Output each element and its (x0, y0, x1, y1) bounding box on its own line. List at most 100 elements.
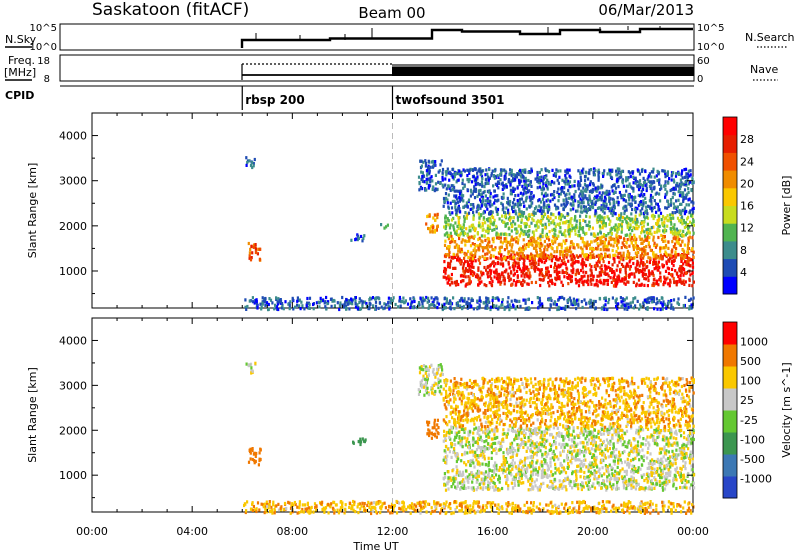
data-cell (617, 302, 620, 306)
data-cell (378, 301, 381, 305)
data-cell (469, 459, 472, 463)
data-cell (459, 224, 462, 228)
data-cell (688, 180, 692, 184)
data-cell (426, 300, 429, 304)
data-cell (444, 183, 447, 187)
data-cell (582, 270, 585, 274)
data-cell (257, 247, 260, 251)
data-cell (449, 262, 452, 266)
data-cell (378, 297, 381, 301)
data-cell (679, 193, 682, 198)
data-cell (421, 296, 425, 300)
data-cell (601, 171, 604, 176)
data-cell (564, 262, 567, 266)
data-cell (625, 176, 628, 180)
data-cell (497, 272, 500, 276)
data-cell (495, 268, 498, 272)
data-cell (595, 278, 598, 283)
data-cell (604, 222, 607, 226)
data-cell (541, 197, 545, 201)
data-cell (657, 214, 660, 218)
data-cell (587, 223, 590, 228)
data-cell (481, 195, 485, 199)
data-cell (506, 300, 509, 304)
data-cell (428, 433, 431, 438)
data-cell (578, 222, 582, 226)
data-cell (479, 276, 482, 280)
data-cell (471, 270, 474, 274)
data-cell (486, 275, 490, 279)
data-cell (462, 223, 465, 227)
data-cell (681, 239, 684, 243)
data-cell (528, 224, 531, 228)
data-cell (575, 281, 578, 285)
data-cell (565, 192, 568, 196)
data-cell (672, 298, 676, 302)
data-cell (616, 440, 619, 444)
data-cell (648, 271, 651, 275)
nsearch-tick-top: 10^5 (697, 23, 724, 34)
data-cell (588, 207, 591, 212)
data-cell (312, 302, 315, 307)
data-cell (447, 430, 451, 434)
data-cell (431, 302, 434, 306)
data-cell (581, 247, 584, 251)
data-cell (420, 365, 423, 369)
data-cell (562, 191, 566, 195)
data-cell (577, 230, 580, 234)
data-cell (605, 190, 608, 194)
data-cell (444, 306, 447, 310)
data-cell (594, 186, 597, 190)
data-cell (541, 440, 544, 444)
data-cell (669, 216, 673, 221)
data-cell (606, 272, 609, 276)
data-cell (526, 229, 529, 234)
data-cell (450, 234, 453, 239)
data-cell (425, 295, 428, 300)
data-cell (250, 244, 253, 249)
data-cell (254, 459, 257, 464)
data-cell (655, 471, 658, 475)
data-cell (678, 210, 681, 215)
data-cell (449, 299, 452, 303)
data-cell (362, 236, 365, 241)
data-cell (596, 220, 599, 224)
data-cell (558, 223, 561, 227)
data-cell (386, 223, 389, 227)
data-cell (480, 204, 483, 208)
data-cell (403, 300, 406, 304)
data-cell (496, 199, 499, 203)
data-cell (454, 201, 458, 205)
data-cell (357, 236, 360, 240)
data-cell (468, 276, 471, 280)
data-cell (645, 186, 648, 190)
data-cell (463, 204, 467, 208)
data-cell (540, 252, 543, 256)
data-cell (502, 264, 505, 268)
data-cell (678, 453, 681, 457)
data-cell (258, 257, 261, 261)
data-cell (489, 274, 492, 278)
data-cell (631, 198, 634, 202)
data-cell (529, 181, 532, 185)
data-cell (655, 202, 658, 206)
data-cell (593, 197, 596, 201)
data-cell (529, 198, 532, 203)
data-cell (510, 245, 513, 249)
data-cell (487, 243, 490, 247)
data-cell (549, 296, 552, 300)
data-cell (669, 431, 672, 435)
data-cell (640, 221, 643, 225)
data-cell (458, 199, 461, 203)
data-cell (616, 229, 619, 233)
data-cell (613, 260, 616, 264)
data-cell (466, 239, 469, 243)
data-cell (517, 193, 520, 197)
data-cell (478, 169, 482, 173)
data-cell (529, 488, 532, 492)
data-cell (444, 267, 447, 271)
data-cell (448, 276, 451, 280)
data-cell (650, 175, 653, 179)
data-cell (521, 252, 524, 256)
data-cell (458, 435, 461, 439)
